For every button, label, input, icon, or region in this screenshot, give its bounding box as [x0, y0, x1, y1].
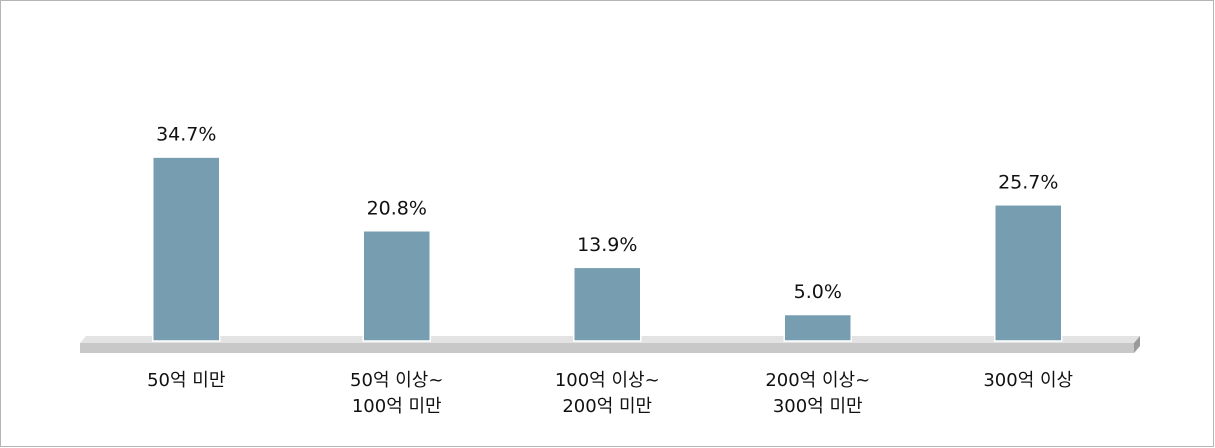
x-tick-label: 50억 이상~ 100억 미만	[350, 370, 444, 417]
value-label: 13.9%	[577, 234, 637, 256]
bar	[783, 313, 852, 342]
x-tick-label: 50억 미만	[147, 370, 226, 391]
value-label: 5.0%	[794, 281, 842, 303]
bar	[362, 230, 431, 342]
floor-front	[80, 343, 1134, 353]
bar	[573, 266, 642, 342]
value-label: 20.8%	[367, 197, 427, 219]
value-label: 34.7%	[156, 124, 216, 146]
floor-side	[1134, 336, 1140, 353]
x-tick-label: 100억 이상~ 200억 미만	[554, 370, 660, 417]
bar	[152, 156, 221, 342]
x-tick-label: 200억 이상~ 300억 미만	[765, 370, 871, 417]
bar	[994, 204, 1063, 342]
value-label: 25.7%	[998, 171, 1058, 193]
x-tick-label: 300억 이상	[983, 370, 1074, 391]
